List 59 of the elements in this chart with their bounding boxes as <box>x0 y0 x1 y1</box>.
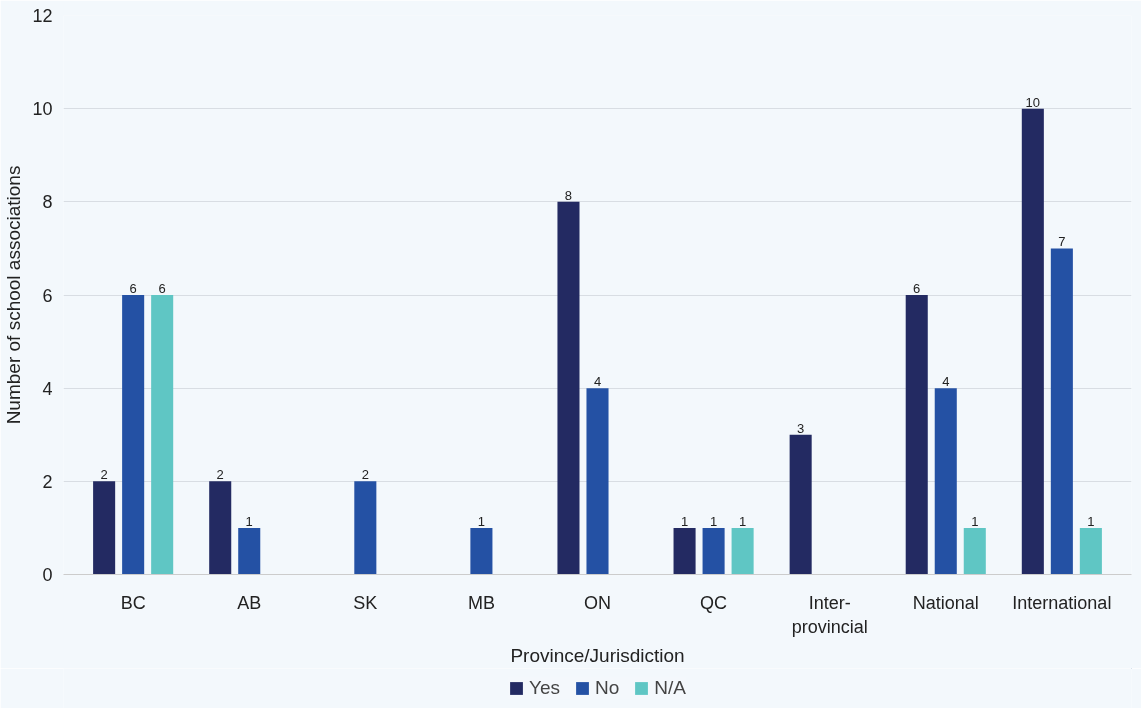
bar <box>1050 248 1073 575</box>
bar <box>905 295 928 575</box>
data-label: 1 <box>680 513 689 529</box>
bar <box>586 388 609 575</box>
legend-label: Yes <box>529 677 561 699</box>
bar <box>93 481 116 575</box>
y-tick-label: 10 <box>32 99 53 120</box>
data-label: 6 <box>913 281 921 296</box>
y-tick-label: 0 <box>42 565 53 585</box>
bar <box>1079 527 1102 575</box>
bar <box>789 434 812 575</box>
data-label: 2 <box>216 467 224 483</box>
data-label: 2 <box>100 467 108 483</box>
x-tick-label: ON <box>584 592 611 613</box>
data-label: 6 <box>158 281 166 296</box>
x-tick-label: Inter- provincial <box>791 592 868 637</box>
y-tick-label: 8 <box>42 192 53 213</box>
x-tick-label: SK <box>353 592 378 613</box>
data-label: 8 <box>564 187 573 203</box>
data-label: 6 <box>129 281 137 296</box>
data-label: 1 <box>245 513 253 529</box>
bar <box>238 527 261 575</box>
data-label: 2 <box>361 467 369 483</box>
x-tick-label: BC <box>120 592 146 613</box>
bar <box>934 388 957 575</box>
data-label: 1 <box>1087 513 1095 529</box>
x-tick-label: AB <box>237 592 262 613</box>
bar <box>209 481 232 575</box>
bar <box>673 527 696 575</box>
x-axis-title: Province/Jurisdiction <box>510 644 685 666</box>
x-tick-label: International <box>1012 592 1112 613</box>
x-tick-label: National <box>912 592 979 613</box>
bar <box>470 527 493 575</box>
y-tick-label: 4 <box>42 378 53 399</box>
data-label: 4 <box>942 374 950 390</box>
y-tick-label: 2 <box>42 471 53 492</box>
data-label: 3 <box>797 420 805 436</box>
y-tick-label: 12 <box>32 6 53 26</box>
data-label: 1 <box>709 513 718 529</box>
bar <box>151 295 174 575</box>
x-tick-label: QC <box>700 592 728 613</box>
bar <box>1021 108 1044 575</box>
bar <box>963 527 986 575</box>
bar <box>354 481 377 575</box>
data-label: 7 <box>1058 234 1066 250</box>
data-label: 1 <box>477 513 486 529</box>
legend-label: No <box>595 677 620 699</box>
data-label: 4 <box>593 374 602 390</box>
bar <box>557 201 580 575</box>
bar <box>731 527 754 575</box>
data-label: 10 <box>1025 94 1041 110</box>
y-tick-label: 6 <box>42 285 53 306</box>
legend-label: N/A <box>654 677 686 699</box>
bar <box>122 295 145 575</box>
bar <box>702 527 725 575</box>
data-label: 1 <box>971 513 979 529</box>
x-tick-label: MB <box>467 592 495 613</box>
data-label: 1 <box>738 513 747 529</box>
y-axis-title: Number of school associations <box>3 165 25 425</box>
